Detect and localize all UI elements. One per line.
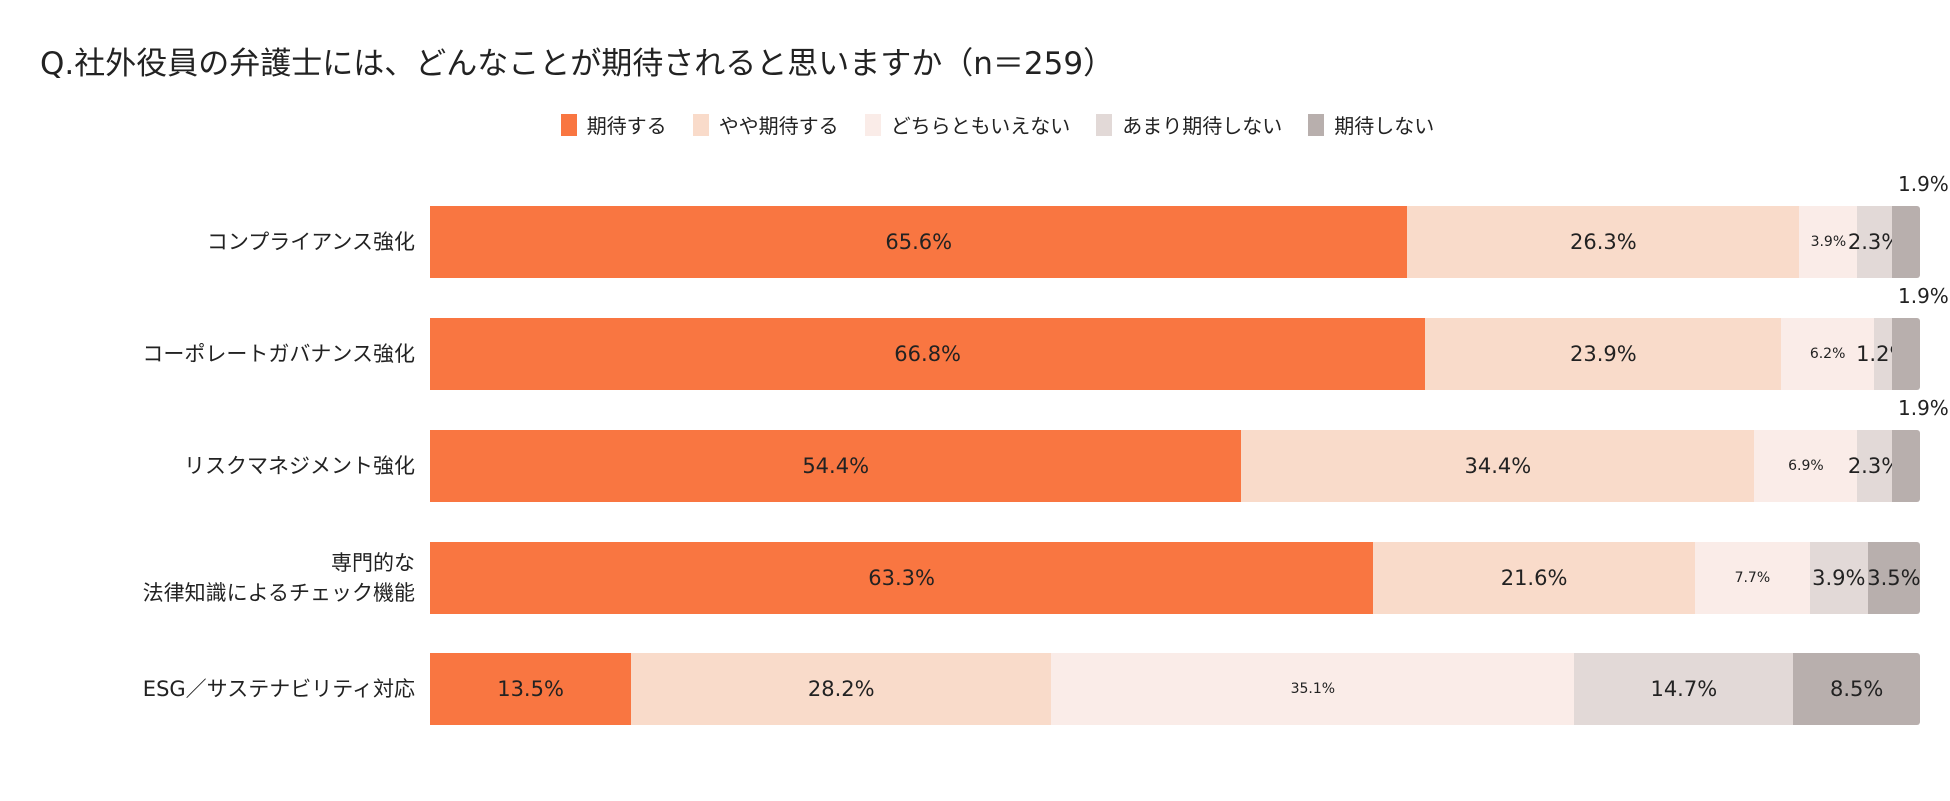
bar-segment: 3.5%	[1867, 542, 1921, 614]
legend-label: 期待しない	[1334, 114, 1435, 138]
bar-segment: 6.9%	[1754, 430, 1858, 502]
bar-segment: 28.2%	[631, 653, 1052, 725]
data-label: 35.1%	[1290, 681, 1336, 697]
category-label: リスクマネジメント強化	[184, 454, 415, 478]
bar-segment: 54.4%	[430, 430, 1242, 502]
data-label: 54.4%	[802, 454, 870, 478]
data-label: 63.3%	[868, 566, 935, 590]
bar-row: 63.3% 21.6% 7.7% 3.9% 3.5%	[430, 542, 1921, 614]
category-label: ESG／サステナビリティ対応	[142, 677, 415, 701]
legend-item: 期待する	[560, 110, 667, 139]
bar-segment: 7.7%	[1695, 542, 1810, 614]
data-label: 3.5%	[1867, 566, 1921, 590]
data-label: 3.9%	[1810, 234, 1847, 250]
data-label: 66.8%	[894, 342, 962, 366]
bar-segment	[1891, 318, 1920, 390]
legend-item: やや期待する	[692, 110, 839, 139]
bar-segment: 66.8%	[430, 318, 1426, 390]
legend-swatch	[560, 113, 577, 136]
bar-segment: 8.5%	[1793, 653, 1920, 725]
data-label: 28.2%	[807, 677, 875, 701]
bar-segment: 14.7%	[1574, 653, 1794, 725]
legend-item: あまり期待しない	[1096, 110, 1282, 139]
bar-segment: 3.9%	[1799, 206, 1858, 278]
data-label: 26.3%	[1570, 230, 1637, 254]
bar-segment: 3.9%	[1809, 542, 1868, 614]
category-label: コーポレートガバナンス強化	[142, 342, 415, 366]
bar-segment	[1891, 430, 1920, 502]
data-label: 6.2%	[1809, 346, 1846, 362]
legend-label: やや期待する	[718, 114, 839, 138]
chart-title: Q.社外役員の弁護士には、どんなことが期待されると思いますか（n＝259）	[40, 46, 1115, 82]
bar-segment: 2.3%	[1848, 430, 1901, 502]
bar-segment: 35.1%	[1051, 653, 1575, 725]
category-label: 専門的な 法律知識によるチェック機能	[142, 551, 415, 605]
data-label: 8.5%	[1829, 677, 1884, 701]
legend-swatch	[692, 113, 709, 136]
bar-segment: 21.6%	[1373, 542, 1695, 614]
bar-segment: 65.6%	[430, 206, 1408, 278]
legend: 期待する やや期待する どちらともいえない あまり期待しない 期待しない	[0, 110, 1950, 139]
legend-label: 期待する	[586, 114, 667, 138]
data-label: 23.9%	[1570, 342, 1637, 366]
bar-row: 66.8% 23.9% 6.2% 1.2%	[430, 318, 1920, 390]
data-label: 21.6%	[1500, 566, 1568, 590]
legend-swatch	[1308, 113, 1325, 136]
category-label: コンプライアンス強化	[206, 230, 415, 254]
data-label: 34.4%	[1464, 454, 1532, 478]
legend-label: どちらともいえない	[890, 114, 1071, 138]
data-label: 7.7%	[1734, 570, 1771, 586]
bar-segment: 13.5%	[430, 653, 632, 725]
bar-segment: 1.2%	[1856, 318, 1909, 390]
bar-segment: 34.4%	[1241, 430, 1755, 502]
data-label: 13.5%	[497, 677, 564, 701]
bar-segment: 6.2%	[1781, 318, 1874, 390]
data-label: 3.9%	[1812, 566, 1866, 590]
bar-row: 54.4% 34.4% 6.9% 2.3%	[430, 430, 1920, 502]
data-label: 1.9%	[1898, 396, 1949, 420]
bar-segment: 23.9%	[1425, 318, 1782, 390]
bar-segment: 2.3%	[1848, 206, 1901, 278]
data-label: 1.9%	[1898, 284, 1949, 308]
bar-segment: 26.3%	[1407, 206, 1800, 278]
data-label: 1.9%	[1898, 172, 1949, 196]
data-label: 6.9%	[1788, 458, 1824, 474]
legend-swatch	[864, 113, 881, 136]
bar-segment	[1891, 206, 1920, 278]
legend-swatch	[1096, 113, 1113, 136]
legend-item: どちらともいえない	[864, 110, 1071, 139]
data-label: 65.6%	[885, 230, 953, 254]
legend-item: 期待しない	[1308, 110, 1434, 139]
bar-row: 13.5% 28.2% 35.1% 14.7% 8.5%	[430, 653, 1920, 725]
bar-segment: 63.3%	[430, 542, 1374, 614]
legend-label: あまり期待しない	[1122, 114, 1283, 138]
bar-row: 65.6% 26.3% 3.9% 2.3%	[430, 206, 1920, 278]
data-label: 14.7%	[1650, 677, 1718, 701]
